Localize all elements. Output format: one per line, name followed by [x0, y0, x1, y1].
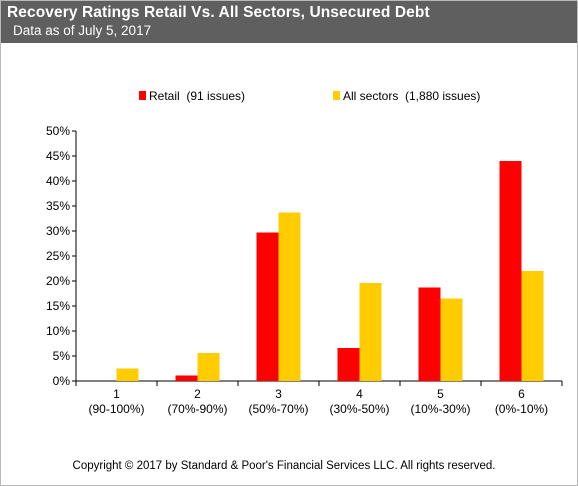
y-tick-label: 15% [46, 299, 70, 313]
bar-all-sectors-5 [440, 298, 463, 381]
legend-swatch [139, 91, 146, 100]
legend: Retail (91 issues) All sectors (1,880 iss… [139, 89, 480, 103]
y-tick-label: 25% [46, 249, 70, 263]
x-tick-sublabel: (0%-10%) [495, 402, 548, 416]
axes [72, 130, 563, 386]
header-bar: Recovery Ratings Retail Vs. All Sectors,… [1, 1, 577, 43]
bar-all-sectors-1 [116, 368, 139, 381]
axis-labels: 0% 5% 10% 15% 20% 25% 30% 35% 40% 45% 50% 1(90-100%… [46, 124, 548, 416]
y-tick-label: 0% [53, 374, 71, 388]
bar-retail-2 [175, 375, 198, 381]
copyright-notice: Copyright © 2017 by Standard & Poor's Fi… [72, 460, 496, 472]
x-tick-sublabel: (90-100%) [88, 402, 144, 416]
legend-swatch [333, 91, 340, 100]
bar-retail-6 [499, 161, 522, 381]
x-tick-label: 4 [356, 387, 363, 401]
bar-all-sectors-6 [521, 271, 544, 381]
x-tick-label: 3 [275, 387, 282, 401]
chart-subtitle: Data as of July 5, 2017 [13, 23, 152, 38]
y-tick-label: 10% [46, 324, 70, 338]
y-tick-label: 20% [46, 274, 70, 288]
bar-all-sectors-3 [278, 212, 301, 381]
x-tick-label: 1 [113, 387, 120, 401]
bar-retail-5 [418, 287, 441, 381]
bar-all-sectors-2 [197, 353, 220, 381]
x-tick-sublabel: (50%-70%) [248, 402, 308, 416]
chart-title: Recovery Ratings Retail Vs. All Sectors,… [7, 4, 430, 21]
x-tick-label: 2 [194, 387, 201, 401]
y-tick-label: 5% [53, 349, 71, 363]
legend-label: Retail (91 issues) [149, 89, 245, 103]
y-tick-label: 45% [46, 149, 70, 163]
y-tick-label: 50% [46, 124, 70, 138]
x-tick-label: 5 [437, 387, 444, 401]
x-tick-sublabel: (70%-90%) [167, 402, 227, 416]
y-tick-label: 40% [46, 174, 70, 188]
bar-all-sectors-4 [359, 283, 382, 381]
y-tick-label: 30% [46, 224, 70, 238]
x-tick-sublabel: (30%-50%) [329, 402, 389, 416]
bars [116, 161, 544, 381]
legend-label: All sectors (1,880 issues) [343, 89, 480, 103]
bar-retail-4 [337, 348, 360, 381]
y-tick-label: 35% [46, 199, 70, 213]
x-tick-sublabel: (10%-30%) [410, 402, 470, 416]
x-tick-label: 6 [518, 387, 525, 401]
bar-retail-3 [256, 232, 279, 381]
